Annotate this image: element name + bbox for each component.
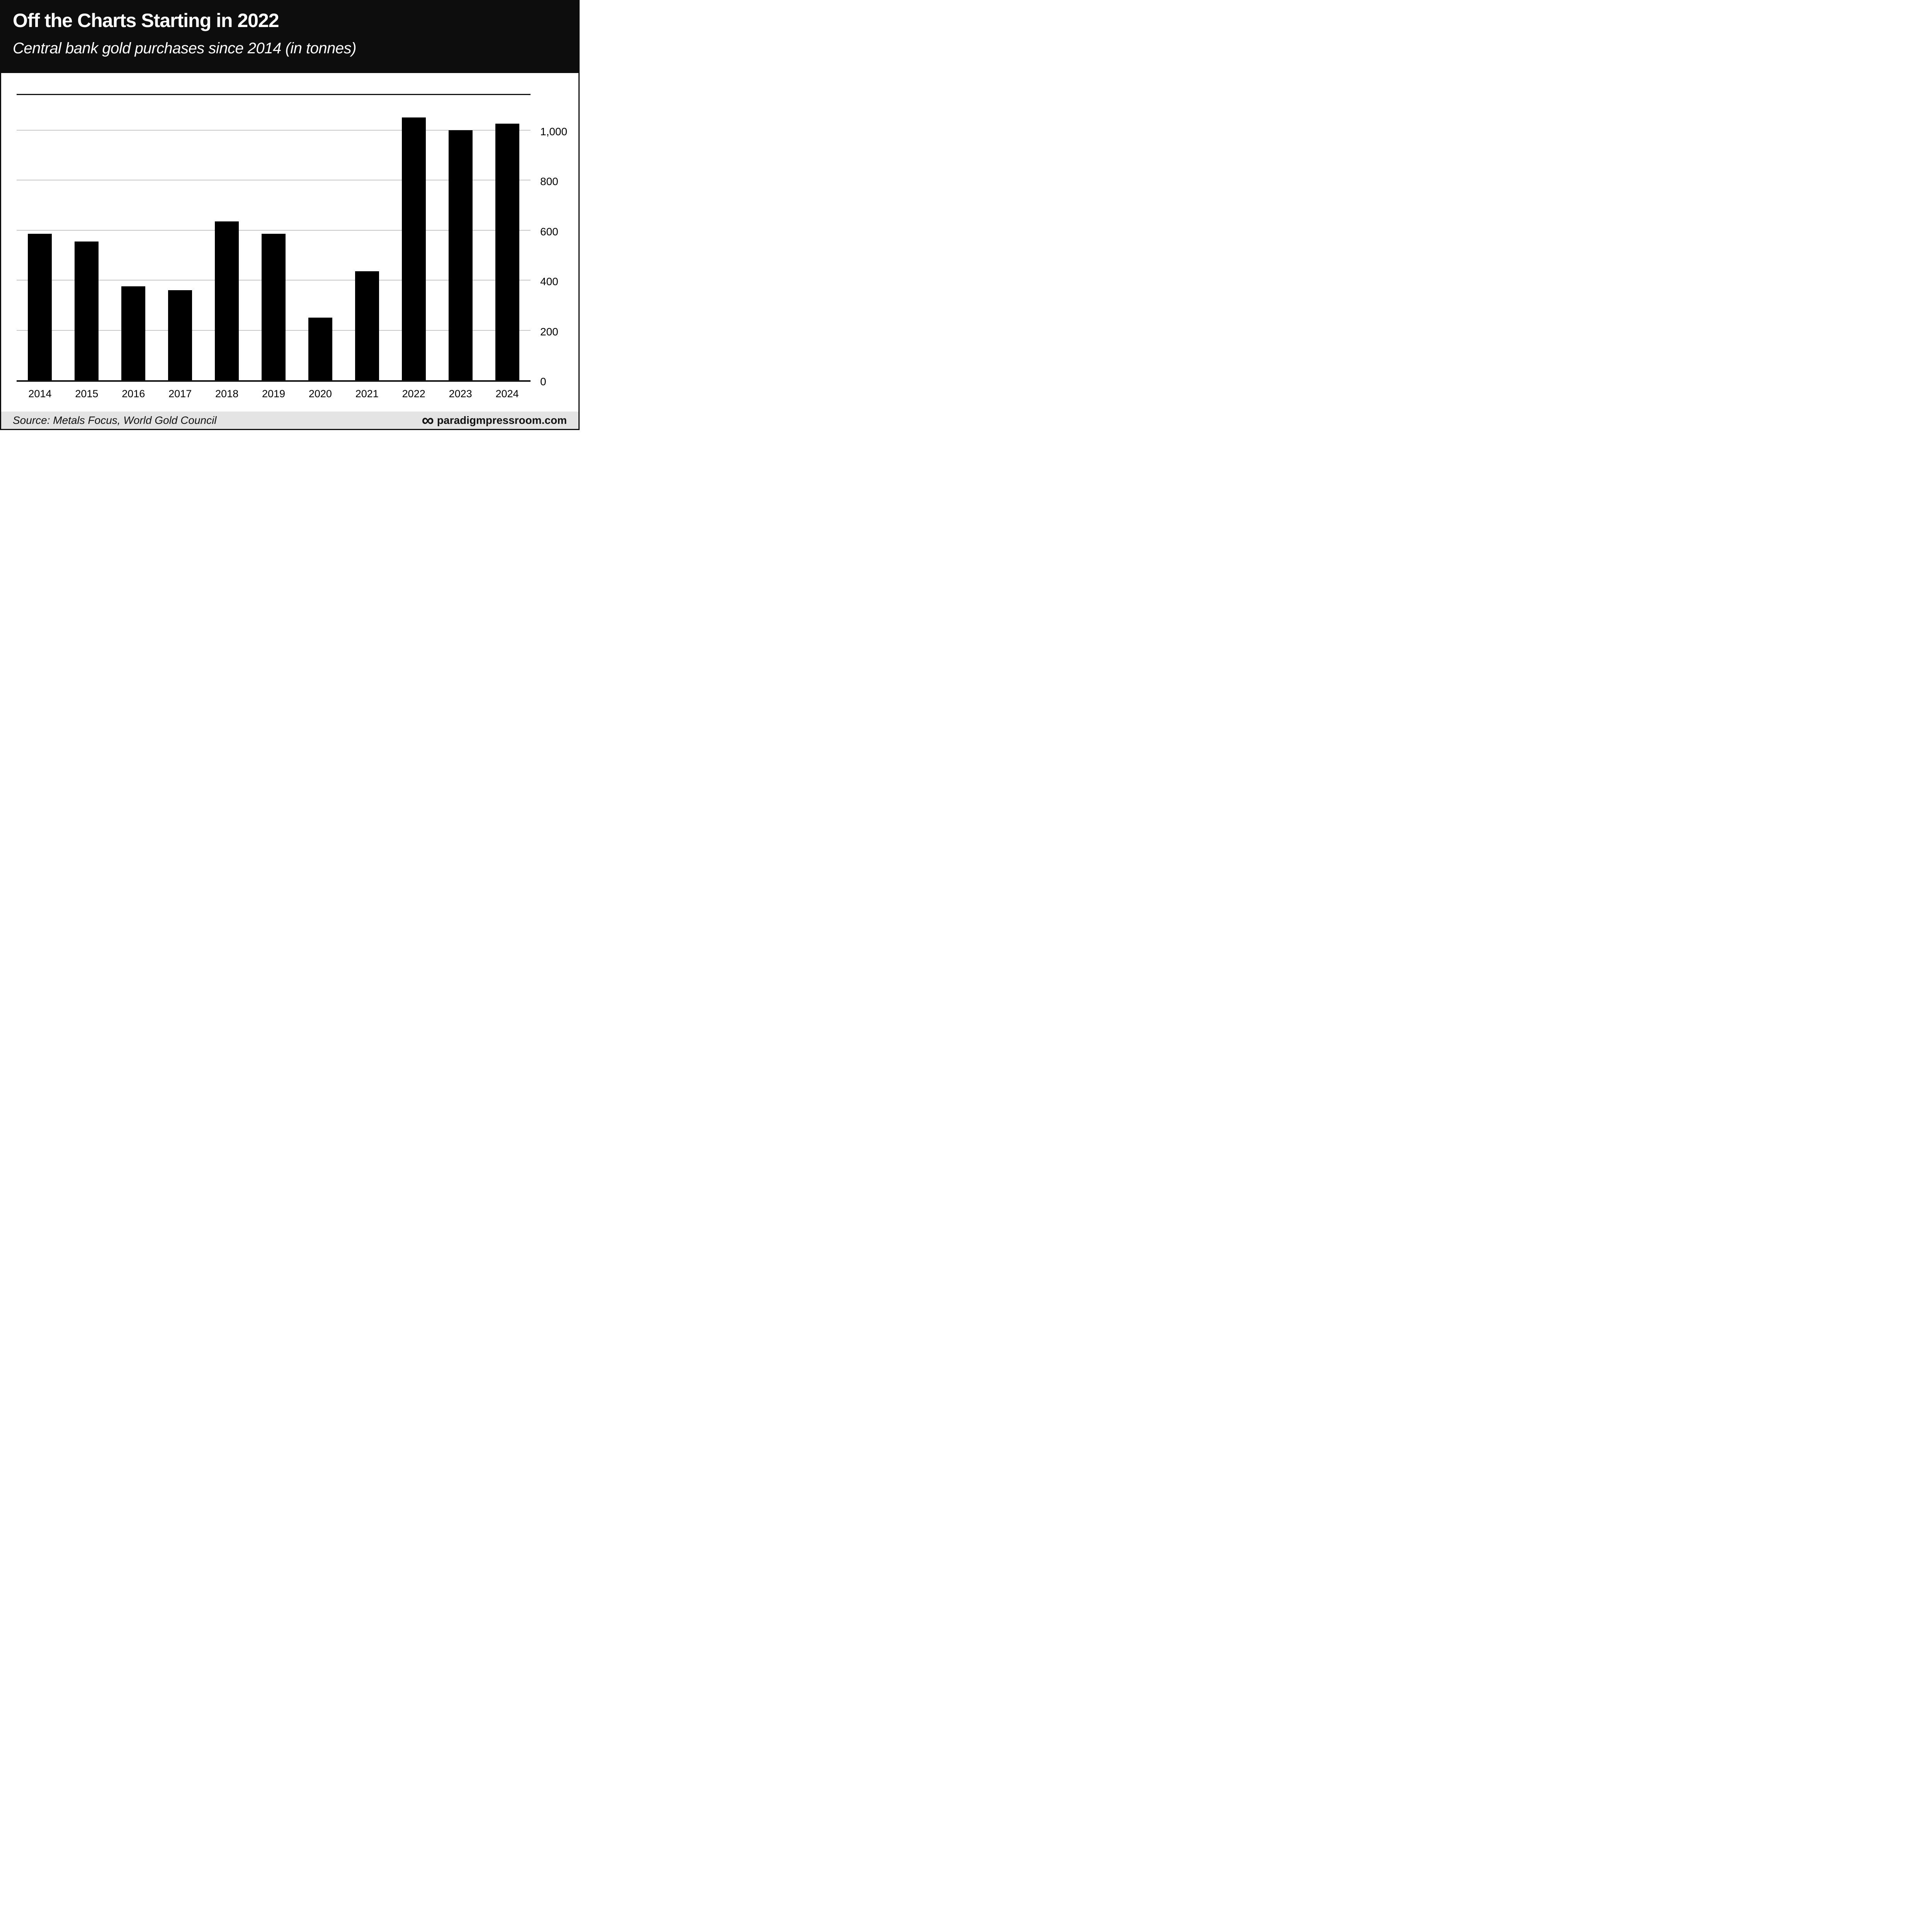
website-label: paradigmpressroom.com bbox=[437, 414, 567, 426]
bar-2022 bbox=[401, 117, 426, 380]
x-tick-label-2021: 2021 bbox=[355, 388, 379, 400]
y-axis-labels: 0 200 400 600 800 1,000 bbox=[540, 94, 578, 388]
x-tick-label-2015: 2015 bbox=[75, 388, 99, 400]
bar-slot-2016 bbox=[110, 95, 157, 380]
bar-slot-2019 bbox=[250, 95, 297, 380]
x-tick-label-2014: 2014 bbox=[28, 388, 52, 400]
x-tick-label-2018: 2018 bbox=[215, 388, 239, 400]
bar-2014 bbox=[28, 234, 52, 380]
x-axis-labels: 2014 2015 2016 2017 2018 2019 2020 2021 2022 2023… bbox=[17, 388, 531, 400]
bar-2023 bbox=[448, 130, 473, 380]
infinity-icon: ∞ bbox=[422, 410, 434, 430]
x-tick-label-2016: 2016 bbox=[122, 388, 145, 400]
bar-slot-2018 bbox=[204, 95, 250, 380]
chart-title: Off the Charts Starting in 2022 bbox=[13, 10, 279, 31]
gold-purchases-infographic: Off the Charts Starting in 2022 Central … bbox=[0, 0, 580, 430]
gridline-1000 bbox=[17, 129, 531, 131]
bar-2021 bbox=[355, 271, 379, 380]
y-tick-label-200: 200 bbox=[540, 325, 558, 338]
bar-slot-2022 bbox=[390, 95, 437, 380]
x-tick-label-2022: 2022 bbox=[402, 388, 425, 400]
bar-slot-2014 bbox=[17, 95, 63, 380]
x-tick-label-2019: 2019 bbox=[262, 388, 286, 400]
source-note: Source: Metals Focus, World Gold Council bbox=[13, 414, 217, 426]
x-tick-label-2024: 2024 bbox=[495, 388, 519, 400]
bar-2016 bbox=[121, 286, 146, 380]
bar-2018 bbox=[215, 221, 239, 380]
y-tick-label-0: 0 bbox=[540, 376, 546, 388]
bar-series bbox=[17, 95, 531, 380]
bar-2015 bbox=[75, 241, 99, 380]
plot-area bbox=[17, 94, 531, 382]
bar-2019 bbox=[261, 234, 286, 380]
y-tick-label-1000: 1,000 bbox=[540, 125, 568, 138]
chart-area: 2014 2015 2016 2017 2018 2019 2020 2021 2022 2023… bbox=[1, 73, 578, 412]
bar-2024 bbox=[495, 124, 519, 380]
bar-slot-2024 bbox=[484, 95, 531, 380]
bar-slot-2015 bbox=[63, 95, 110, 380]
brand: ∞ paradigmpressroom.com bbox=[422, 410, 567, 430]
y-tick-label-400: 400 bbox=[540, 276, 558, 288]
x-tick-label-2023: 2023 bbox=[449, 388, 472, 400]
footer: Source: Metals Focus, World Gold Council… bbox=[1, 412, 578, 429]
bar-slot-2021 bbox=[344, 95, 390, 380]
chart-subtitle: Central bank gold purchases since 2014 (… bbox=[13, 40, 356, 57]
y-tick-label-800: 800 bbox=[540, 175, 558, 188]
bar-2017 bbox=[168, 290, 192, 380]
header: Off the Charts Starting in 2022 Central … bbox=[1, 0, 578, 73]
gridline-600 bbox=[17, 230, 531, 231]
bar-2020 bbox=[308, 318, 332, 380]
bottom-strip bbox=[1, 429, 578, 430]
y-tick-label-600: 600 bbox=[540, 225, 558, 238]
x-tick-label-2017: 2017 bbox=[168, 388, 192, 400]
bar-slot-2020 bbox=[297, 95, 344, 380]
bar-slot-2017 bbox=[157, 95, 204, 380]
x-tick-label-2020: 2020 bbox=[308, 388, 332, 400]
bar-slot-2023 bbox=[437, 95, 484, 380]
